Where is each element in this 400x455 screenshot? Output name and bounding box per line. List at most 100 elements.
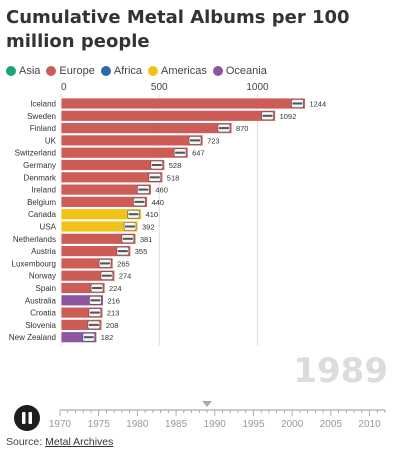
timeline-year-label: 1975	[88, 419, 111, 430]
legend-swatch	[148, 66, 159, 76]
netherlands-flag-stripe	[122, 237, 133, 240]
slovenia-flag-stripe	[88, 323, 99, 326]
luxembourg-flag-stripe	[100, 262, 111, 265]
switzerland-flag-stripe	[175, 151, 186, 154]
timeline-year-label: 1990	[204, 419, 227, 430]
iceland-flag-stripe	[292, 102, 303, 105]
source-prefix: Source:	[6, 436, 46, 448]
value-label: 440	[151, 198, 164, 207]
legend-item-americas[interactable]: Americas	[148, 65, 207, 77]
timeline-year-label: 1980	[126, 419, 149, 430]
category-label: Austria	[31, 247, 56, 256]
value-label: 410	[146, 210, 159, 219]
bar-australia	[60, 294, 104, 307]
category-label: Belgium	[27, 198, 56, 207]
timeline-year-label: 2000	[281, 419, 304, 430]
norway-flag-stripe	[101, 274, 112, 277]
bar-switzerland	[60, 146, 189, 159]
legend-label: Asia	[19, 65, 41, 77]
timeline-year-label: 1970	[49, 419, 72, 430]
legend-item-europe[interactable]: Europe	[46, 65, 95, 77]
belgium-flag-stripe	[134, 200, 145, 203]
bar-netherlands	[60, 232, 137, 245]
bar-germany	[60, 159, 166, 171]
legend-item-asia[interactable]: Asia	[6, 65, 40, 77]
value-label: 213	[107, 309, 120, 318]
category-label: Finland	[30, 124, 56, 133]
category-label: Canada	[28, 210, 57, 219]
value-label: 460	[155, 186, 168, 195]
value-label: 870	[236, 124, 249, 133]
value-label: 518	[167, 173, 180, 182]
new-zealand-flag-stripe	[83, 336, 94, 339]
value-label: 528	[169, 161, 182, 170]
chart-title: Cumulative Metal Albums per 100 million …	[6, 7, 350, 52]
bar-ireland	[60, 183, 152, 196]
value-label: 355	[135, 247, 148, 256]
value-label: 1244	[309, 100, 326, 109]
timeline-handle[interactable]	[202, 401, 213, 407]
timeline-year-label: 1995	[242, 419, 265, 430]
bar-croatia	[60, 306, 104, 319]
bar-new-zealand	[60, 331, 98, 344]
uk-flag-stripe	[190, 139, 201, 142]
legend-swatch	[212, 66, 223, 76]
bar-luxembourg	[60, 257, 114, 270]
value-label: 182	[101, 333, 114, 342]
legend-swatch	[46, 66, 57, 76]
timeline-year-label: 2005	[320, 419, 343, 430]
pause-icon	[28, 412, 32, 424]
value-label: 1092	[280, 112, 297, 121]
value-label: 265	[117, 259, 130, 268]
pause-icon	[22, 412, 26, 424]
value-label: 224	[109, 284, 122, 293]
category-label: Germany	[23, 161, 56, 170]
legend-label: Oceania	[225, 65, 267, 77]
ireland-flag-stripe	[138, 188, 149, 191]
legend-item-africa[interactable]: Africa	[100, 65, 143, 77]
value-label: 208	[106, 321, 119, 330]
value-label: 216	[107, 296, 120, 305]
bar-norway	[60, 269, 116, 282]
canada-flag-stripe	[128, 213, 139, 216]
austria-flag-stripe	[117, 250, 128, 253]
value-label: 647	[192, 149, 205, 158]
legend-item-oceania[interactable]: Oceania	[212, 65, 267, 77]
category-label: UK	[45, 136, 57, 145]
category-label: Ireland	[32, 186, 56, 195]
legend-label: Europe	[59, 65, 95, 77]
category-label: Denmark	[24, 173, 57, 182]
legend-swatch	[100, 66, 111, 76]
legend: Asia Europe Africa Americas Oceania	[6, 64, 273, 78]
chart: 0 500 1000 1989 Iceland 1244 Sweden 1092 Finland…	[9, 82, 388, 431]
category-label: Luxembourg	[12, 259, 56, 268]
category-label: New Zealand	[9, 333, 56, 342]
category-label: Croatia	[30, 309, 56, 318]
bar-sweden	[60, 109, 276, 122]
bar-spain	[60, 282, 106, 294]
denmark-flag-stripe	[149, 176, 160, 179]
legend-label: Africa	[113, 65, 143, 77]
year-watermark: 1989	[293, 351, 388, 391]
source-link[interactable]: Metal Archives	[45, 436, 114, 448]
croatia-flag-stripe	[89, 311, 100, 314]
germany-flag-stripe	[151, 164, 162, 166]
value-label: 274	[119, 272, 132, 281]
x-tick-label: 0	[61, 82, 67, 93]
bar-finland	[60, 122, 233, 134]
category-label: Switzerland	[15, 149, 56, 158]
category-label: Netherlands	[13, 235, 56, 244]
pause-button[interactable]	[14, 405, 40, 431]
category-label: Sweden	[27, 112, 56, 121]
category-label: Norway	[29, 272, 56, 281]
australia-flag-stripe	[90, 299, 101, 302]
timeline-year-label: 1985	[165, 419, 188, 430]
bar-denmark	[60, 171, 164, 184]
bar-belgium	[60, 196, 148, 208]
sweden-flag-stripe	[262, 114, 273, 117]
bar-iceland	[60, 97, 306, 110]
usa-flag-stripe	[125, 225, 136, 228]
bar-usa	[60, 220, 139, 233]
bar-slovenia	[60, 318, 103, 331]
value-label: 381	[140, 235, 153, 244]
